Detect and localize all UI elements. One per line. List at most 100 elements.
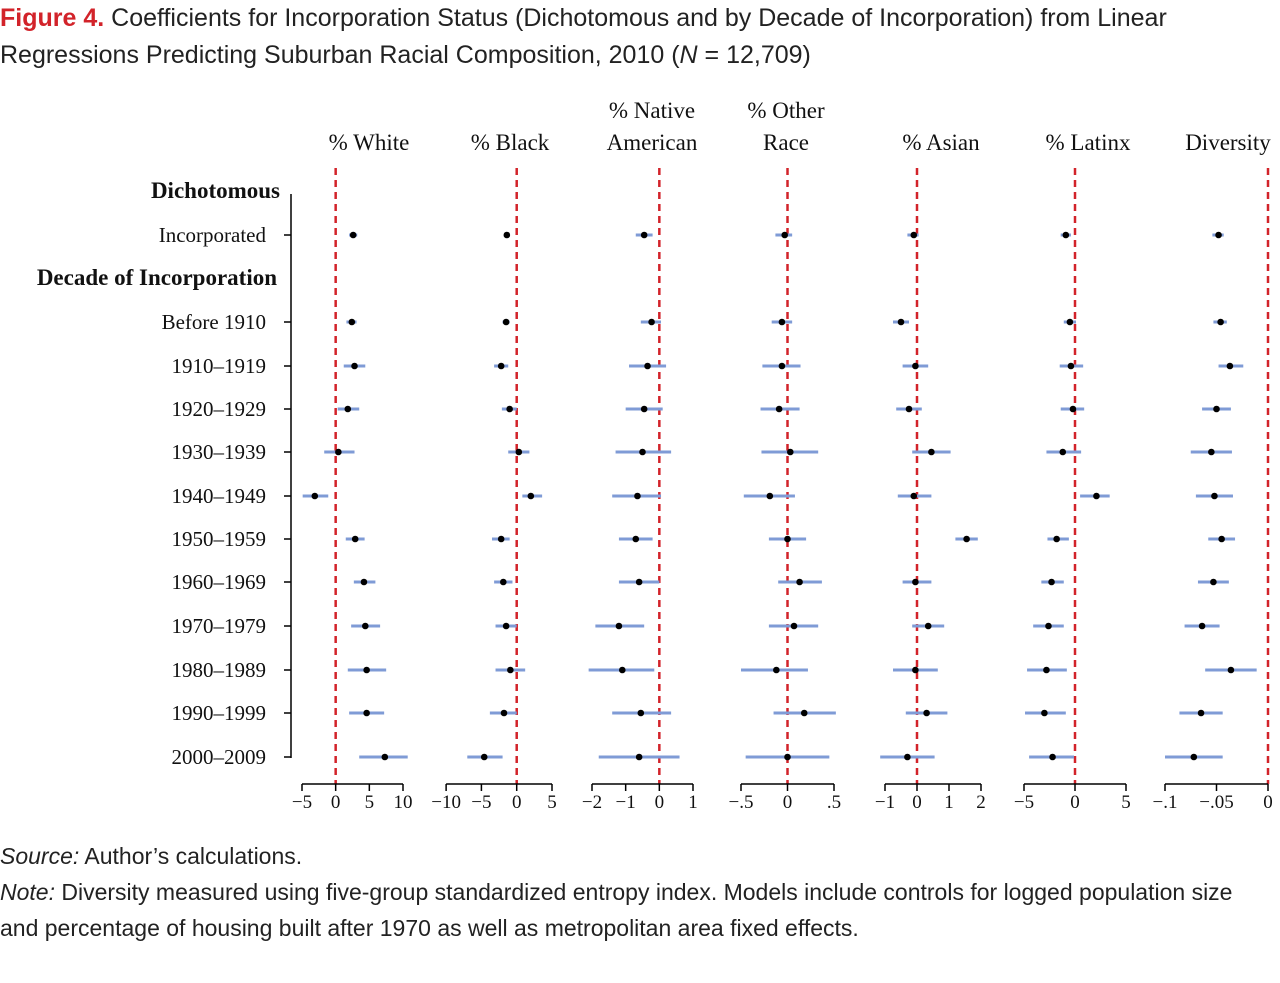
x-tick-label: −.05 xyxy=(1199,792,1233,813)
row-label: 1910–1919 xyxy=(172,354,267,378)
point-estimate xyxy=(775,405,783,413)
point-estimate xyxy=(800,709,808,717)
point-estimate xyxy=(963,535,970,543)
panel-title: % Other xyxy=(747,98,825,123)
figure-label: Figure 4. xyxy=(0,4,105,32)
row-label: 1980–1989 xyxy=(172,658,267,682)
point-estimate xyxy=(1210,578,1217,586)
panel-title: Race xyxy=(763,130,809,155)
title-n-symbol: N xyxy=(679,41,698,69)
panel-title: % Black xyxy=(471,130,550,155)
point-estimate xyxy=(637,709,645,717)
point-estimate xyxy=(1198,622,1206,630)
point-estimate xyxy=(507,666,514,674)
row-label: 1940–1949 xyxy=(172,484,267,508)
x-tick-label: 0 xyxy=(783,792,793,813)
point-estimate xyxy=(784,753,791,761)
point-estimate xyxy=(361,622,369,630)
figure-title: Figure 4. Coefficients for Incorporation… xyxy=(0,0,1275,74)
point-estimate xyxy=(912,362,919,370)
row-label: 1990–1999 xyxy=(172,701,267,725)
note-text: Diversity measured using five-group stan… xyxy=(0,879,1233,941)
point-estimate xyxy=(502,318,510,326)
point-estimate xyxy=(904,753,911,761)
point-estimate xyxy=(515,448,523,456)
row-label: 1930–1939 xyxy=(172,440,267,464)
figure-notes: Source: Author’s calculations. Note: Div… xyxy=(0,838,1275,946)
point-estimate xyxy=(502,622,510,630)
point-estimate xyxy=(1208,448,1215,456)
point-estimate xyxy=(912,578,919,586)
panel-title: Diversity xyxy=(1185,130,1271,155)
point-estimate xyxy=(1066,318,1074,326)
row-label: 1970–1979 xyxy=(172,614,267,638)
point-estimate xyxy=(778,318,786,326)
title-text-part1: Coefficients for Incorporation Status (D… xyxy=(0,4,1167,69)
point-estimate xyxy=(348,318,356,326)
x-tick-label: −1 xyxy=(875,792,895,813)
point-estimate xyxy=(1197,709,1205,717)
point-estimate xyxy=(640,231,648,239)
point-estimate xyxy=(1048,578,1055,586)
point-estimate xyxy=(634,492,641,500)
x-tick-label: .5 xyxy=(827,792,841,813)
x-tick-label: 0 xyxy=(912,792,922,813)
point-estimate xyxy=(1215,231,1222,239)
row-label: 2000–2009 xyxy=(172,745,267,769)
x-tick-label: 0 xyxy=(512,792,522,813)
point-estimate xyxy=(335,448,342,456)
point-estimate xyxy=(497,362,505,370)
point-estimate xyxy=(363,709,370,717)
point-estimate xyxy=(635,753,643,761)
point-estimate xyxy=(480,753,488,761)
coefficient-chart: Dichotomous Decade of Incorporation Incorp… xyxy=(37,98,1273,813)
point-estimate xyxy=(910,231,918,239)
point-estimate xyxy=(912,666,919,674)
point-estimate xyxy=(786,448,794,456)
point-estimate xyxy=(500,709,508,717)
point-estimate xyxy=(905,405,913,413)
row-label: Incorporated xyxy=(159,223,267,247)
point-estimate xyxy=(503,231,511,239)
point-estimate xyxy=(363,666,370,674)
point-estimate xyxy=(924,622,932,630)
x-tick-label: 0 xyxy=(1070,792,1080,813)
point-estimate xyxy=(1226,362,1234,370)
x-tick-label: 2 xyxy=(976,792,986,813)
x-tick-label: −5 xyxy=(1014,792,1034,813)
x-tick-label: −2 xyxy=(582,792,602,813)
point-estimate xyxy=(781,231,789,239)
point-estimate xyxy=(1062,231,1070,239)
row-label: Before 1910 xyxy=(162,310,266,334)
point-estimate xyxy=(928,448,935,456)
panel-title: % White xyxy=(329,130,410,155)
point-estimate xyxy=(1213,405,1220,413)
point-estimate xyxy=(648,318,655,326)
source-label: Source: xyxy=(0,843,80,869)
point-estimate xyxy=(619,666,626,674)
point-estimate xyxy=(351,535,359,543)
point-estimate xyxy=(499,578,507,586)
point-estimate xyxy=(1093,492,1100,500)
point-estimate xyxy=(1043,666,1050,674)
source-line: Source: Author’s calculations. xyxy=(0,838,1275,874)
x-tick-label: 1 xyxy=(688,792,698,813)
point-estimate xyxy=(351,362,358,370)
x-tick-label: 0 xyxy=(331,792,341,813)
x-tick-label: −10 xyxy=(431,792,461,813)
x-tick-label: 10 xyxy=(394,792,413,813)
row-label: 1920–1929 xyxy=(172,397,267,421)
point-estimate xyxy=(635,578,643,586)
point-estimate xyxy=(615,622,623,630)
point-estimate xyxy=(632,535,640,543)
point-estimate xyxy=(1227,666,1235,674)
row-label: 1950–1959 xyxy=(172,527,267,551)
point-estimate xyxy=(381,753,389,761)
point-estimate xyxy=(1053,535,1060,543)
panel-title: % Latinx xyxy=(1046,130,1131,155)
panel-title: American xyxy=(607,130,698,155)
panel-title: % Asian xyxy=(902,130,980,155)
point-estimate xyxy=(790,622,798,630)
point-estimate xyxy=(644,362,651,370)
point-estimate xyxy=(497,535,505,543)
